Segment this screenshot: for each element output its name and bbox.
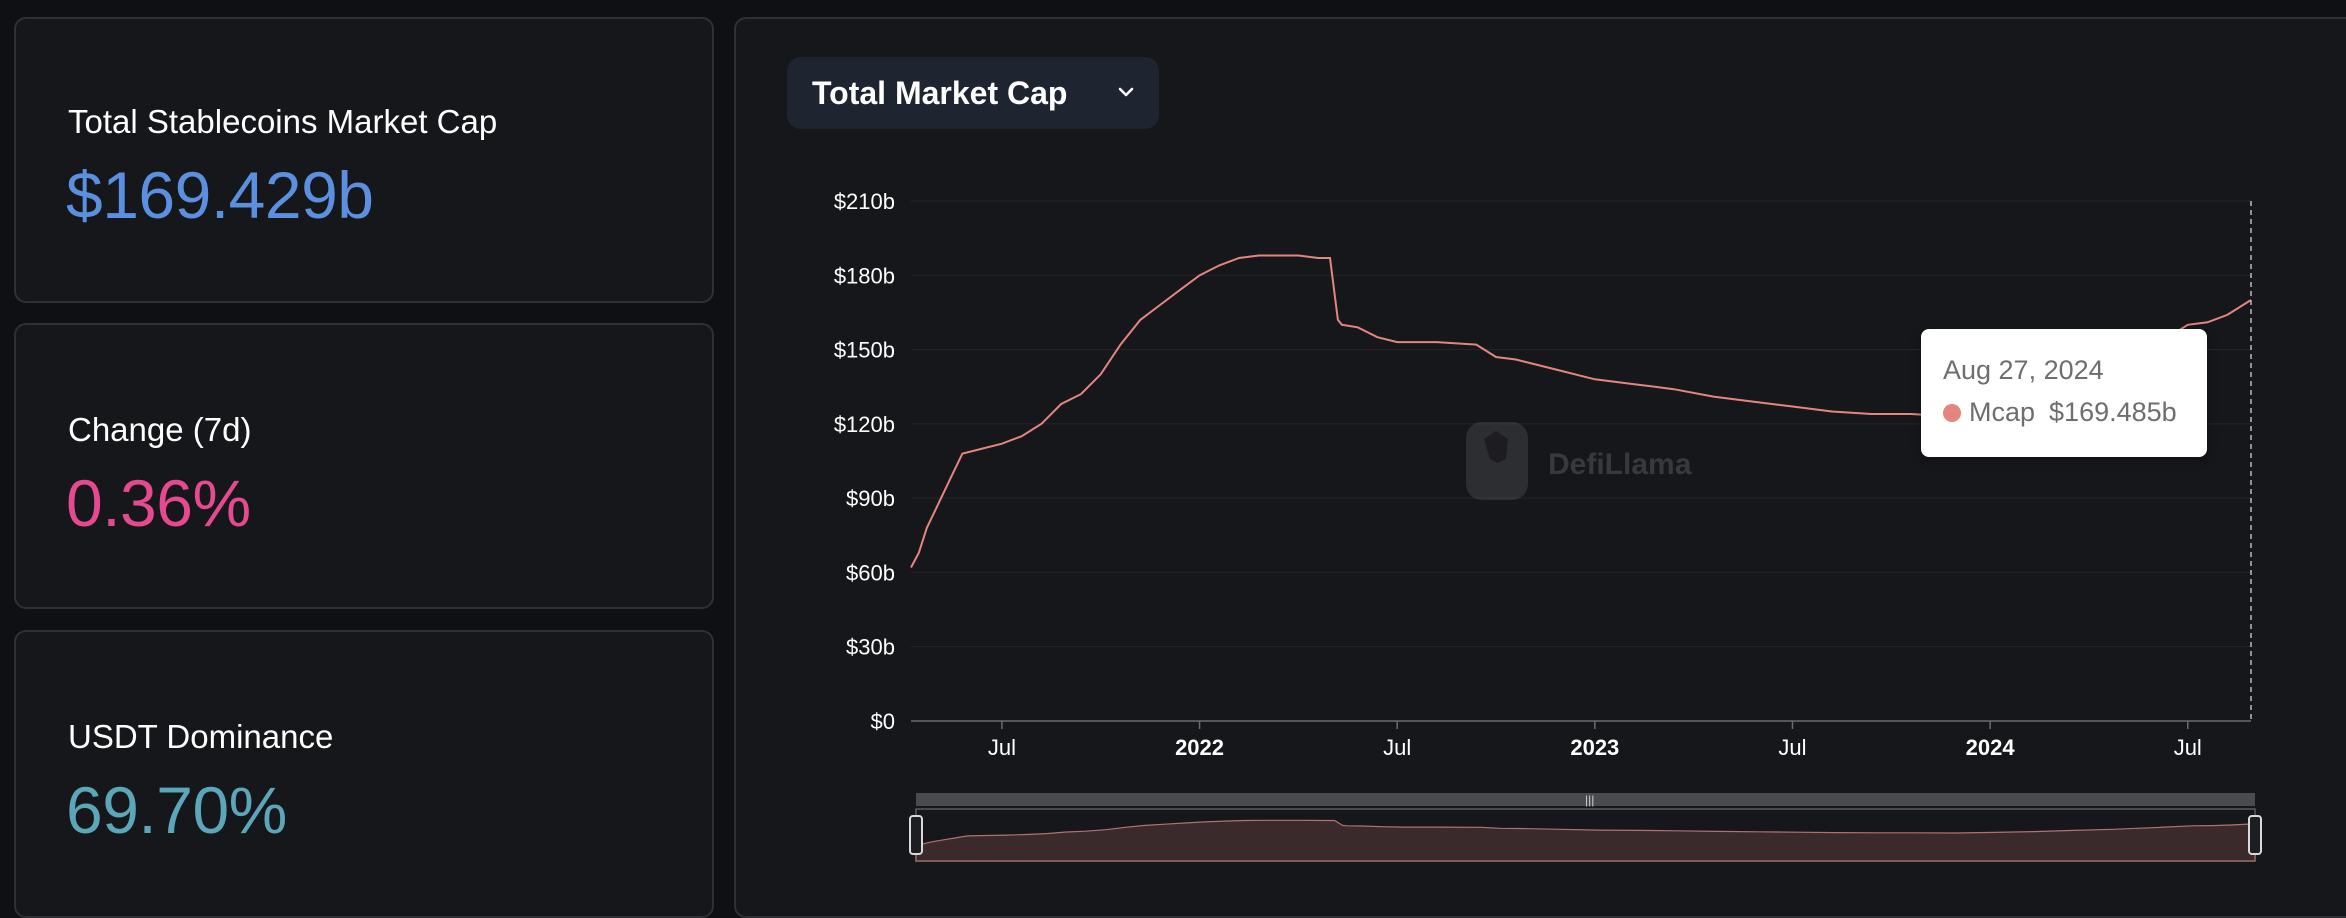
- x-tick-label: Jul: [1383, 735, 1411, 760]
- metric-select-dropdown[interactable]: Total Market Cap: [787, 57, 1159, 129]
- change-7d-label: Change (7d): [68, 411, 252, 448]
- total-mcap-value: $169.429b: [66, 158, 374, 232]
- range-slider-left-handle[interactable]: [909, 815, 923, 855]
- metric-select-label: Total Market Cap: [812, 74, 1068, 111]
- defillama-watermark: DefiLlama: [1466, 422, 1692, 500]
- x-axis-ticks: Jul 2022 Jul 2023 Jul 2024 Jul: [988, 721, 2202, 760]
- tooltip-row: Mcap $169.485b: [1943, 397, 2177, 428]
- y-tick-label: $0: [871, 709, 895, 734]
- mcap-chart[interactable]: $0 $30b $60b $90b $120b $150b $180b $210b Jul 20…: [736, 19, 2346, 918]
- range-slider-right-handle[interactable]: [2248, 815, 2262, 855]
- llama-logo-icon: [1466, 422, 1528, 500]
- y-tick-label: $180b: [834, 263, 895, 288]
- chart-tooltip: Aug 27, 2024 Mcap $169.485b: [1921, 329, 2207, 457]
- y-tick-label: $90b: [846, 486, 895, 511]
- y-tick-label: $60b: [846, 560, 895, 585]
- y-tick-label: $210b: [834, 189, 895, 214]
- total-mcap-card: Total Stablecoins Market Cap $169.429b: [14, 17, 714, 303]
- tooltip-date: Aug 27, 2024: [1943, 355, 2104, 385]
- grid-lines: [911, 200, 2251, 722]
- x-tick-label: Jul: [2174, 735, 2202, 760]
- x-tick-label: 2022: [1175, 735, 1224, 760]
- usdt-dominance-value: 69.70%: [66, 773, 287, 847]
- y-axis-ticks: $0 $30b $60b $90b $120b $150b $180b $210b: [834, 189, 895, 734]
- y-tick-label: $30b: [846, 635, 895, 660]
- series-dot-icon: [1943, 403, 1961, 422]
- x-tick-label: Jul: [1778, 735, 1806, 760]
- change-7d-card: Change (7d) 0.36%: [14, 323, 714, 609]
- x-tick-label: Jul: [988, 735, 1016, 760]
- llama-head-icon: [1484, 431, 1508, 463]
- total-mcap-label: Total Stablecoins Market Cap: [68, 103, 498, 140]
- range-slider-track[interactable]: [916, 793, 2255, 806]
- tooltip-value: $169.485b: [2049, 397, 2177, 427]
- range-slider[interactable]: |||: [909, 793, 2262, 862]
- x-tick-label: 2023: [1570, 735, 1619, 760]
- range-slider-preview-area: [915, 819, 2256, 862]
- change-7d-value: 0.36%: [66, 466, 251, 540]
- chevron-down-icon: [1118, 87, 1134, 97]
- y-tick-label: $150b: [834, 338, 895, 363]
- usdt-dominance-card: USDT Dominance 69.70%: [14, 630, 714, 918]
- watermark-text: DefiLlama: [1548, 448, 1692, 481]
- usdt-dominance-label: USDT Dominance: [68, 718, 334, 755]
- x-tick-label: 2024: [1966, 735, 2016, 760]
- tooltip-series-name: Mcap: [1969, 397, 2036, 427]
- range-slider-grip-icon[interactable]: |||: [1585, 793, 1594, 807]
- y-tick-label: $120b: [834, 412, 895, 437]
- chart-card: $0 $30b $60b $90b $120b $150b $180b $210b Jul 20…: [734, 17, 2346, 918]
